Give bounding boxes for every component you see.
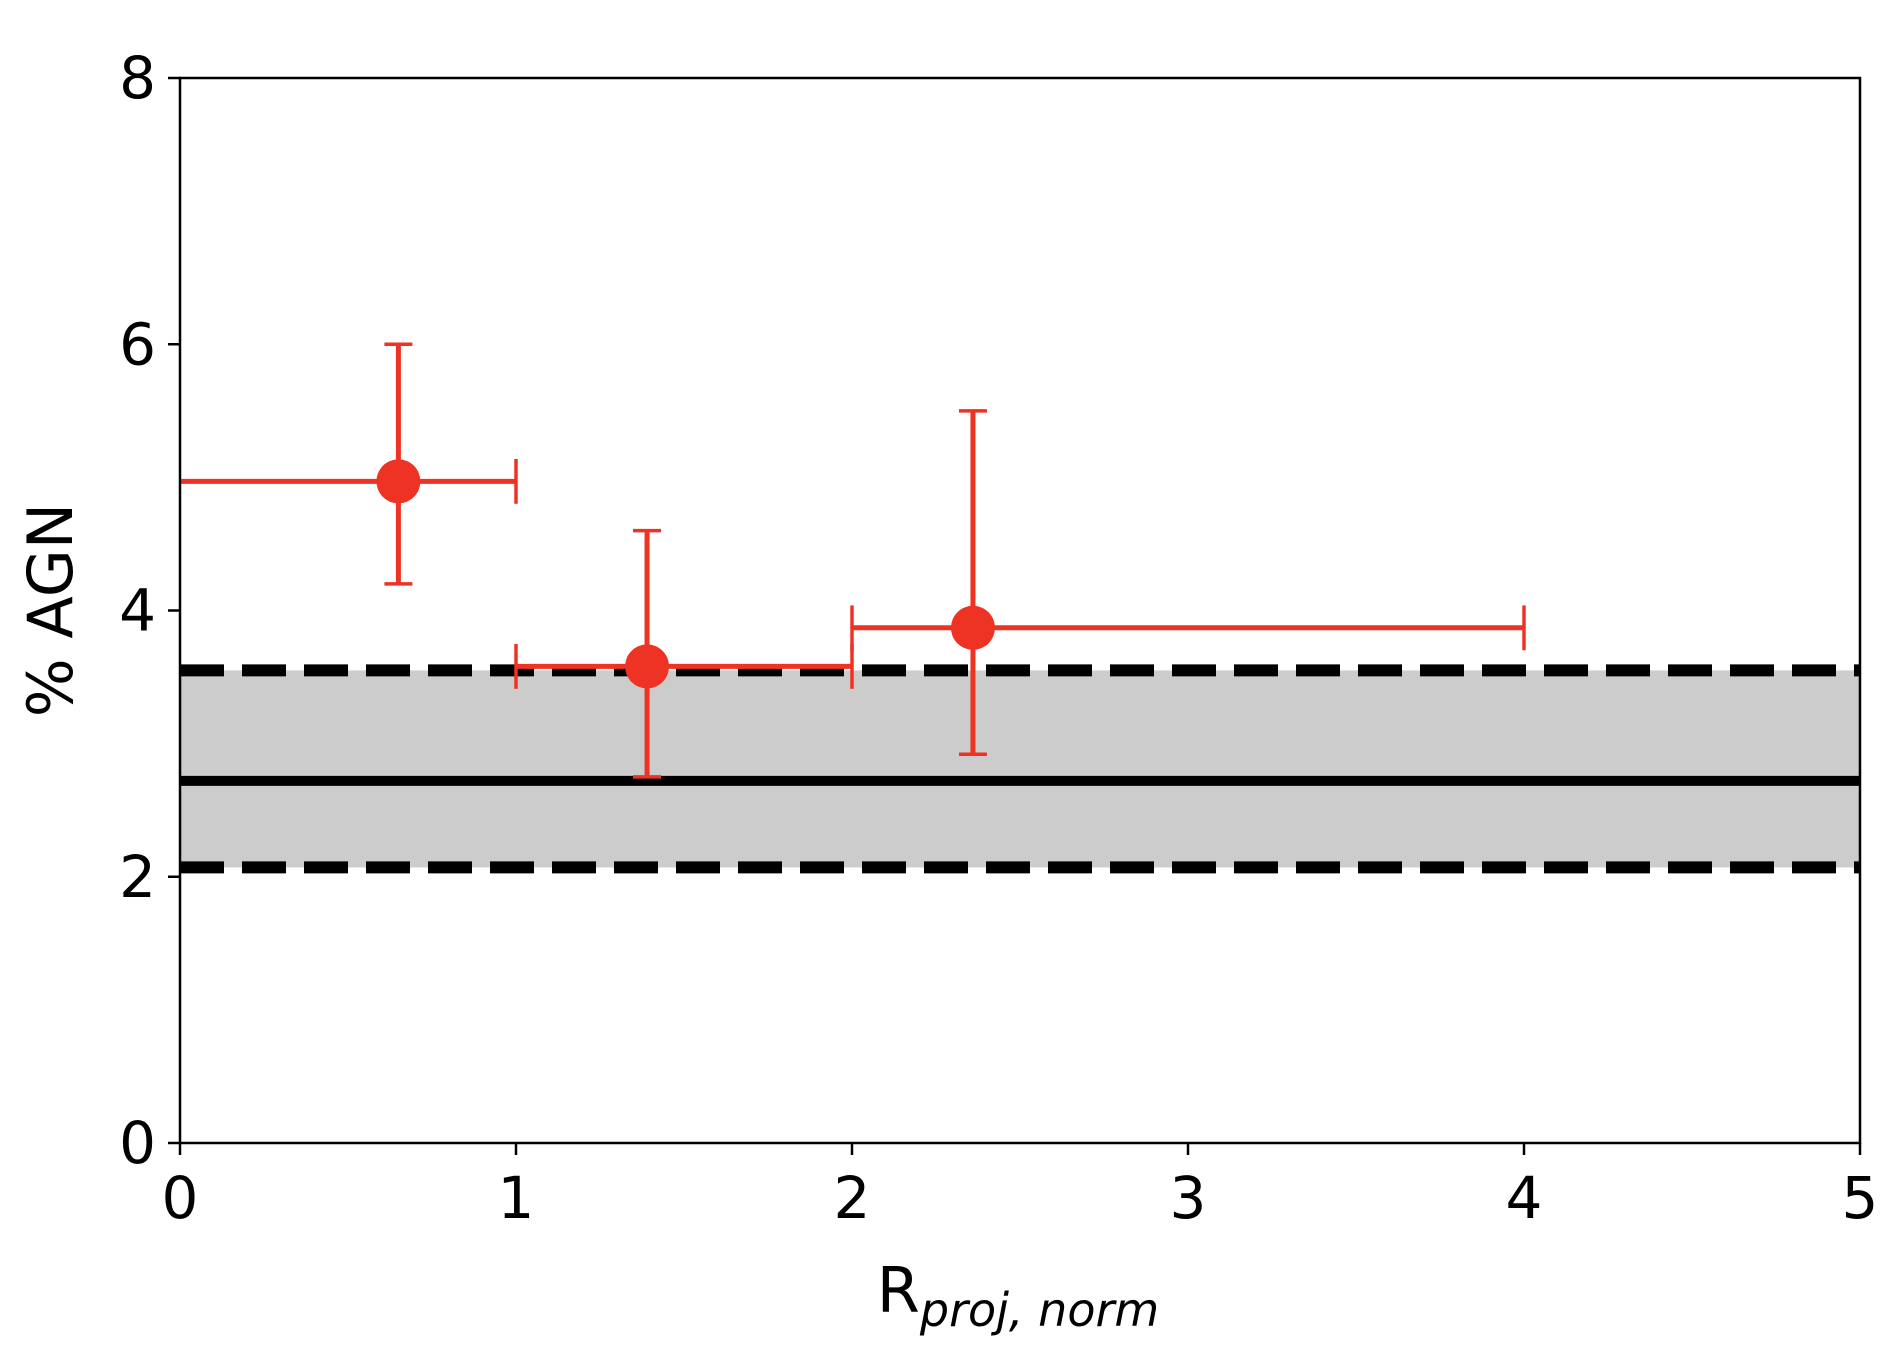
y-tick-label: 8 [119, 44, 156, 112]
data-marker [625, 644, 670, 689]
data-marker [376, 459, 421, 504]
x-axis-title-subscript: proj, norm [919, 1283, 1159, 1337]
data-point-1 [180, 342, 518, 586]
y-tick-label: 4 [119, 577, 156, 645]
x-tick-label: 1 [498, 1164, 535, 1232]
data-marker [950, 605, 995, 650]
x-tick-label: 5 [1842, 1164, 1879, 1232]
x-axis-title-main: R [877, 1254, 920, 1327]
axes-frame [178, 76, 1862, 1145]
y-tick-label: 2 [119, 843, 156, 911]
y-tick-label: 6 [119, 310, 156, 378]
x-tick-label: 2 [834, 1164, 871, 1232]
y-tick-label: 0 [119, 1109, 156, 1177]
x-tick-label: 3 [1170, 1164, 1207, 1232]
plot-area [180, 342, 1860, 874]
x-axis-title: Rproj, norm [877, 1254, 1159, 1337]
y-axis-title: % AGN [14, 503, 87, 717]
x-tick-label: 4 [1506, 1164, 1543, 1232]
data-point-3 [850, 409, 1526, 757]
axes: 0 1 2 3 4 5 0 2 4 6 8 [119, 44, 1878, 1232]
data-point-2 [514, 528, 854, 779]
reference-band [180, 670, 1860, 868]
x-tick-label: 0 [162, 1164, 199, 1232]
